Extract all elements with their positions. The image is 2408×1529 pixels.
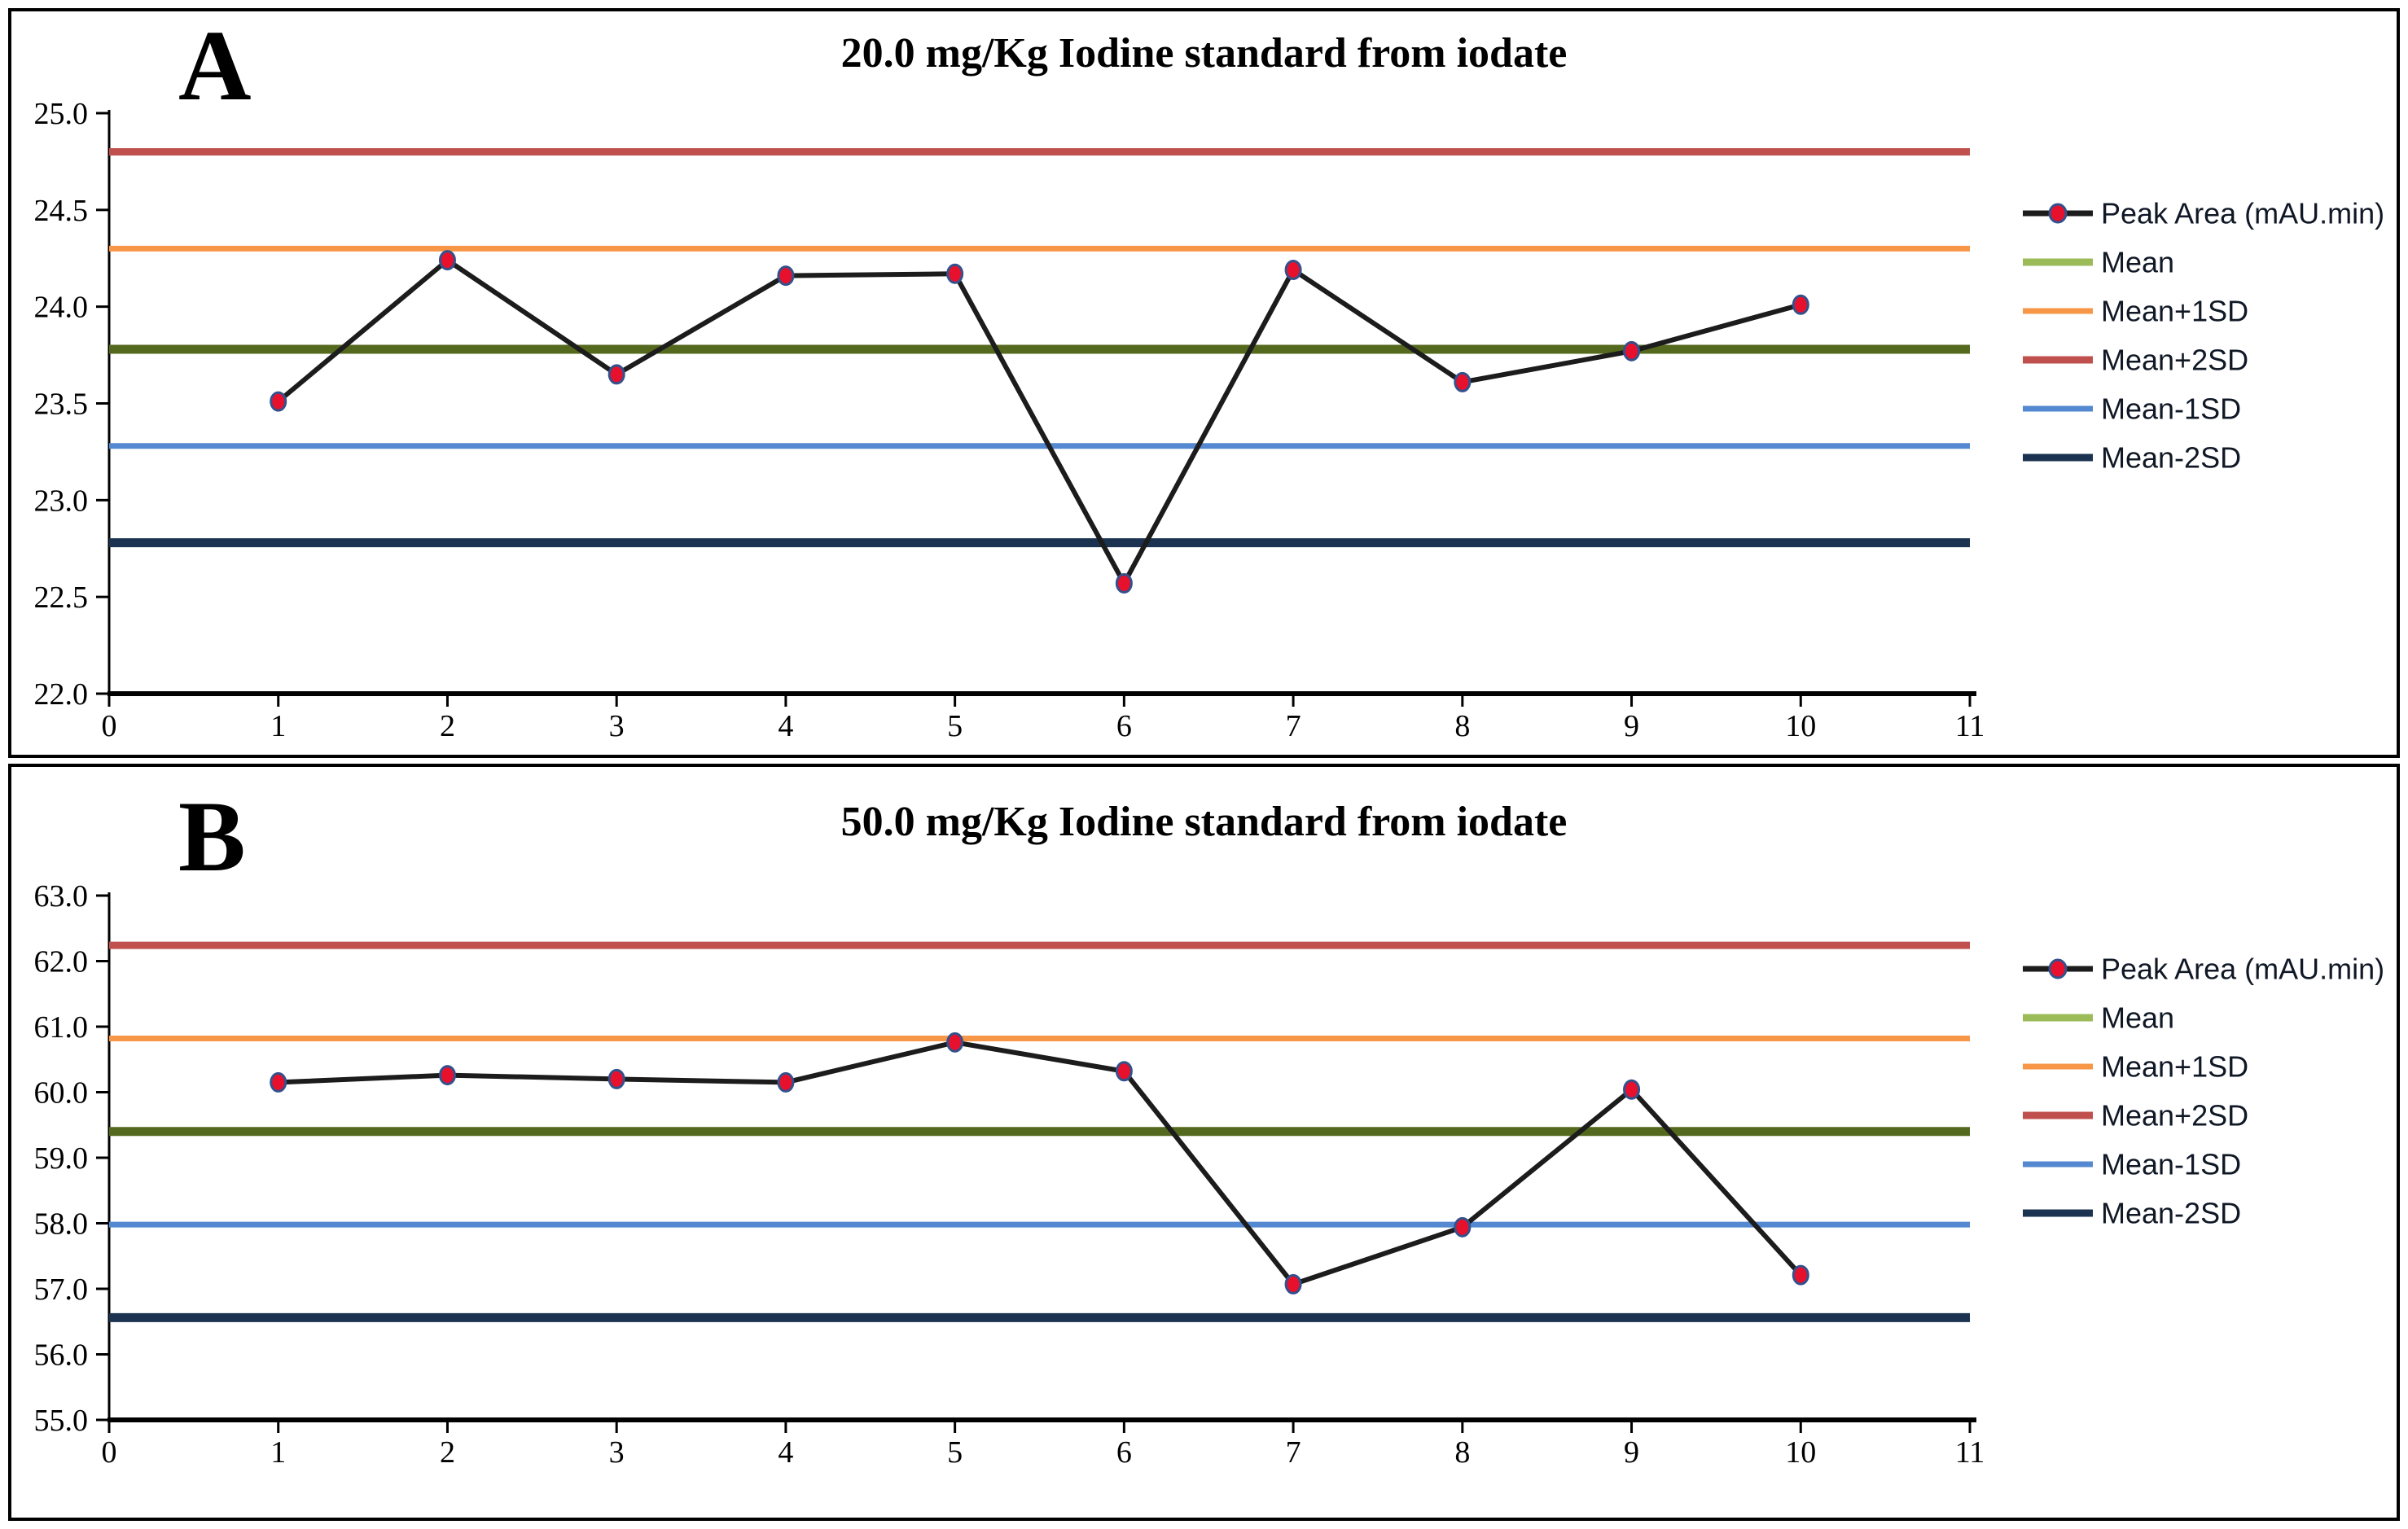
legend-item-peak-area-mau-min-: Peak Area (mAU.min) <box>2023 197 2384 230</box>
x-tick-label: 8 <box>1454 1435 1470 1470</box>
data-point-marker <box>438 250 456 271</box>
x-tick-label: 11 <box>1955 1435 1985 1470</box>
x-tick-label: 4 <box>778 1435 793 1470</box>
legend-item-mean-plus-1sd: Mean+1SD <box>2023 1050 2248 1084</box>
legend: Peak Area (mAU.min) Mean Mean+1SD Mean+2SD M… <box>2023 953 2384 1230</box>
series-line <box>276 257 1802 586</box>
y-tick-label: 24.0 <box>34 291 89 325</box>
x-tick-label: 6 <box>1116 1435 1132 1470</box>
data-point-marker <box>946 1032 964 1053</box>
x-tick-label: 4 <box>778 709 793 743</box>
y-tick-label: 60.0 <box>34 1076 89 1110</box>
data-point-marker <box>270 1071 287 1093</box>
data-point-marker <box>1115 1061 1133 1082</box>
y-tick-label: 23.0 <box>34 484 89 518</box>
y-tick-label: 22.5 <box>34 580 89 615</box>
legend-label: Mean+2SD <box>2101 1099 2248 1133</box>
data-point-marker <box>1454 1216 1472 1238</box>
x-tick-label: 7 <box>1286 1435 1301 1470</box>
legend-item-mean-minus-1sd: Mean-1SD <box>2023 392 2241 426</box>
y-tick-label: 23.5 <box>34 387 89 421</box>
data-point-marker <box>1284 260 1302 281</box>
legend-label: Mean <box>2101 246 2174 279</box>
panel-letter-b: B <box>178 781 248 892</box>
plot-svg-b: 63.0 62.0 61.0 60.0 59.0 58.0 57.0 56.0 55.0 0 1 2 3… <box>34 879 2385 1470</box>
y-tick-label: 56.0 <box>34 1338 89 1372</box>
legend-item-mean-plus-2sd: Mean+2SD <box>2023 1099 2248 1133</box>
data-point-marker <box>607 1068 625 1089</box>
y-tick-label: 55.0 <box>34 1404 89 1438</box>
y-tick-label: 57.0 <box>34 1273 89 1307</box>
x-tick-label: 9 <box>1624 1435 1639 1470</box>
data-point-marker <box>777 1071 795 1093</box>
data-point-marker <box>946 263 964 284</box>
panel-letter-a: A <box>178 10 253 121</box>
chart-title-a: 20.0 mg/Kg Iodine standard from iodate <box>840 30 1568 77</box>
x-tick-label: 7 <box>1286 709 1301 743</box>
data-point-marker <box>1115 573 1133 594</box>
legend-label: Mean-1SD <box>2101 392 2241 426</box>
data-point-marker <box>777 265 795 287</box>
data-point-marker <box>607 364 625 385</box>
plot-svg-a: 25.0 24.5 24.0 23.5 23.0 22.5 22.0 0 1 2 3 4 5 6 7 8 9 10… <box>34 97 2385 743</box>
y-tick-label: 25.0 <box>34 97 89 131</box>
data-point-marker <box>1284 1273 1302 1295</box>
legend: Peak Area (mAU.min) Mean Mean+1SD Mean+2SD M… <box>2023 197 2384 475</box>
x-tick-label: 3 <box>609 1435 625 1470</box>
x-tick-label: 3 <box>609 709 625 743</box>
legend-item-peak-area-mau-min-: Peak Area (mAU.min) <box>2023 953 2384 986</box>
y-tick-label: 61.0 <box>34 1010 89 1045</box>
x-tick-label: 2 <box>440 709 455 743</box>
y-tick-label: 58.0 <box>34 1207 89 1241</box>
chart-title-b: 50.0 mg/Kg Iodine standard from iodate <box>840 799 1568 845</box>
x-tick-label: 1 <box>270 1435 286 1470</box>
legend-label: Mean-2SD <box>2101 441 2241 475</box>
x-tick-label: 0 <box>102 709 117 743</box>
data-point-marker <box>1454 371 1472 392</box>
legend-label: Mean <box>2101 1001 2174 1035</box>
x-tick-label: 10 <box>1785 709 1816 743</box>
panel-a: A 20.0 mg/Kg Iodine standard from iodate… <box>8 8 2400 758</box>
x-tick-label: 1 <box>270 709 286 743</box>
x-tick-label: 0 <box>102 1435 117 1470</box>
data-point-marker <box>1792 1264 1809 1286</box>
legend-label: Mean+1SD <box>2101 1050 2248 1084</box>
panel-b: B 50.0 mg/Kg Iodine standard from iodate… <box>8 764 2400 1521</box>
x-tick-label: 6 <box>1116 709 1132 743</box>
legend-label: Mean+1SD <box>2101 295 2248 328</box>
legend-item-mean-plus-2sd: Mean+2SD <box>2023 344 2248 377</box>
legend-item-mean-minus-2sd: Mean-2SD <box>2023 441 2241 475</box>
series-line <box>278 1040 1803 1287</box>
legend-swatch-marker <box>2048 958 2068 979</box>
x-tick-label: 5 <box>947 1435 963 1470</box>
y-tick-label: 59.0 <box>34 1141 89 1176</box>
x-tick-label: 10 <box>1785 1435 1816 1470</box>
data-point-marker <box>1623 1079 1641 1100</box>
legend-label: Mean+2SD <box>2101 344 2248 377</box>
data-point-marker <box>270 391 287 412</box>
legend-item-mean-minus-2sd: Mean-2SD <box>2023 1197 2241 1230</box>
x-tick-label: 9 <box>1624 709 1639 743</box>
x-tick-label: 8 <box>1454 709 1470 743</box>
y-tick-label: 22.0 <box>34 677 89 712</box>
data-point-marker <box>1623 340 1641 361</box>
legend-label: Peak Area (mAU.min) <box>2101 953 2384 986</box>
legend-item-mean: Mean <box>2023 246 2174 279</box>
legend-item-mean-minus-1sd: Mean-1SD <box>2023 1148 2241 1181</box>
data-point-marker <box>438 1065 456 1086</box>
x-tick-label: 11 <box>1955 709 1985 743</box>
legend-item-mean: Mean <box>2023 1001 2174 1035</box>
y-tick-label: 63.0 <box>34 879 89 913</box>
legend-swatch-marker <box>2048 203 2068 224</box>
y-tick-label: 62.0 <box>34 944 89 979</box>
legend-label: Mean-1SD <box>2101 1148 2241 1181</box>
legend-label: Peak Area (mAU.min) <box>2101 197 2384 230</box>
y-tick-label: 24.5 <box>34 194 89 228</box>
x-tick-label: 2 <box>440 1435 455 1470</box>
x-tick-label: 5 <box>947 709 963 743</box>
legend-label: Mean-2SD <box>2101 1197 2241 1230</box>
data-point-marker <box>1792 294 1809 315</box>
legend-item-mean-plus-1sd: Mean+1SD <box>2023 295 2248 328</box>
